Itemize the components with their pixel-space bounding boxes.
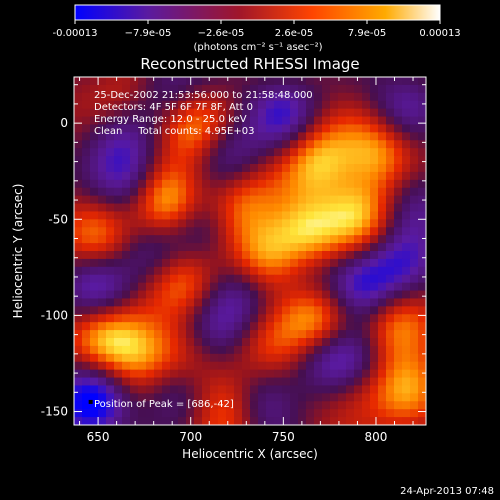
y-tick-label: 0: [60, 116, 68, 130]
minimum-marker: [88, 399, 93, 404]
colorbar: [74, 4, 441, 21]
axis-tick-labels: 650 700 750 800 0 -50 -100 -150: [41, 116, 388, 444]
colorbar-ticks: [74, 20, 441, 24]
colorbar-tick-label: −2.6e-05: [198, 28, 245, 39]
chart-title: Reconstructed RHESSI Image: [140, 55, 359, 73]
colorbar-tick-label: −7.9e-05: [125, 28, 172, 39]
y-tick-label: -50: [48, 212, 68, 226]
x-tick-label: 700: [179, 430, 202, 444]
colorbar-unit-label: (photons cm⁻² s⁻¹ asec⁻²): [193, 42, 322, 53]
plot-frame: [73, 76, 427, 426]
x-tick-label: 750: [272, 430, 295, 444]
annotation-energy-range: Energy Range: 12.0 - 25.0 keV: [94, 114, 247, 125]
y-tick-label: -150: [41, 405, 68, 419]
peak-marker: [88, 399, 93, 404]
annotation-detectors: Detectors: 4F 5F 6F 7F 8F, Att 0: [94, 102, 253, 113]
colorbar-tick-label: 0.00013: [419, 28, 460, 39]
heatmap-image: [74, 77, 426, 425]
y-tick-label: -100: [41, 308, 68, 322]
annotation-counts: Clean Total counts: 4.95E+03: [94, 126, 254, 137]
colorbar-tick-label: 2.6e-05: [275, 28, 313, 39]
x-tick-label: 800: [365, 430, 388, 444]
y-axis-label: Heliocentric Y (arcsec): [11, 184, 25, 319]
footer-timestamp: 24-Apr-2013 07:48: [400, 486, 494, 497]
peak-position-label: Position of Peak = [686,-42]: [94, 399, 234, 410]
colorbar-tick-label: 7.9e-05: [348, 28, 386, 39]
x-axis-label: Heliocentric X (arcsec): [182, 447, 318, 461]
annotation-time-range: 25-Dec-2002 21:53:56.000 to 21:58:48.000: [94, 90, 313, 101]
axis-ticks: [74, 77, 426, 425]
colorbar-tick-label: -0.00013: [53, 28, 98, 39]
x-tick-label: 650: [87, 430, 110, 444]
